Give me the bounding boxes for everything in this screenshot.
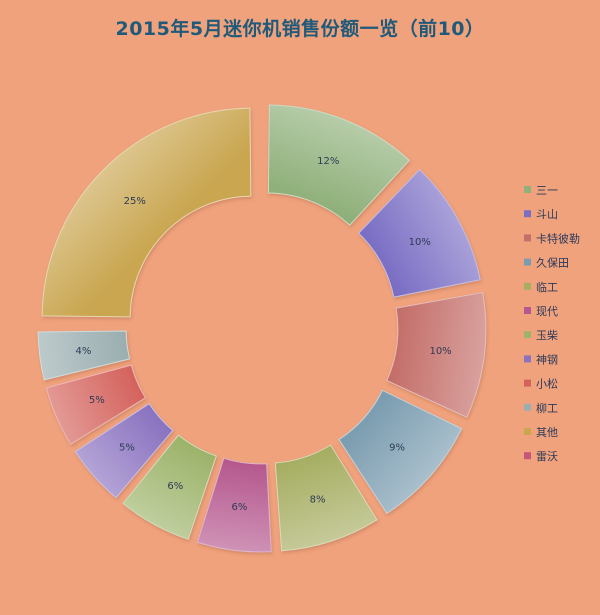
legend-label-柳工: 柳工	[536, 401, 558, 415]
legend-swatch-其他	[524, 428, 531, 435]
slice-label-神钢: 5%	[119, 443, 135, 454]
slice-其他	[41, 107, 252, 318]
chart-title: 2015年5月迷你机销售份额一览（前10）	[115, 18, 485, 40]
legend-swatch-卡特彼勒	[524, 234, 531, 242]
slice-三一	[267, 104, 411, 226]
legend-swatch-小松	[524, 379, 531, 387]
legend-swatch-柳工	[524, 403, 531, 411]
slice-label-其他: 25%	[124, 196, 146, 207]
slice-label-临工: 8%	[310, 495, 326, 506]
slice-label-斗山: 10%	[409, 237, 431, 248]
legend-label-神钢: 神钢	[536, 352, 558, 366]
slice-label-卡特彼勒: 10%	[429, 346, 451, 357]
legend-label-三一: 三一	[536, 184, 558, 197]
slice-label-久保田: 9%	[389, 443, 405, 454]
slice-玉柴	[122, 434, 217, 540]
slice-label-玉柴: 6%	[167, 481, 183, 492]
legend-swatch-现代	[524, 307, 531, 314]
legend-swatch-雷沃	[524, 452, 531, 460]
legend-swatch-久保田	[524, 258, 531, 266]
slice-label-现代: 6%	[232, 502, 248, 513]
legend-swatch-临工	[524, 282, 531, 290]
legend-label-久保田: 久保田	[536, 256, 569, 270]
slice-临工	[274, 444, 378, 552]
slice-label-三一: 12%	[317, 156, 339, 167]
legend-label-雷沃: 雷沃	[536, 450, 558, 463]
legend-swatch-斗山	[524, 210, 531, 218]
slice-label-柳工: 4%	[75, 346, 91, 357]
slice-现代	[196, 457, 272, 553]
slice-卡特彼勒	[386, 291, 487, 418]
slice-柳工	[37, 330, 131, 381]
legend-label-卡特彼勒: 卡特彼勒	[536, 231, 580, 245]
legend-label-玉柴: 玉柴	[536, 328, 558, 342]
legend-label-临工: 临工	[536, 280, 558, 294]
slice-神钢	[74, 403, 174, 499]
slice-久保田	[338, 389, 463, 515]
legend-label-其他: 其他	[536, 426, 558, 439]
slice-斗山	[358, 168, 481, 298]
legend-swatch-三一	[524, 186, 531, 193]
legend-swatch-玉柴	[524, 331, 531, 339]
slice-小松	[45, 364, 147, 445]
legend-label-现代: 现代	[536, 305, 558, 318]
legend-swatch-神钢	[524, 355, 531, 363]
legend-label-斗山: 斗山	[536, 208, 558, 221]
slice-label-小松: 5%	[89, 395, 105, 406]
legend-label-小松: 小松	[536, 377, 558, 391]
